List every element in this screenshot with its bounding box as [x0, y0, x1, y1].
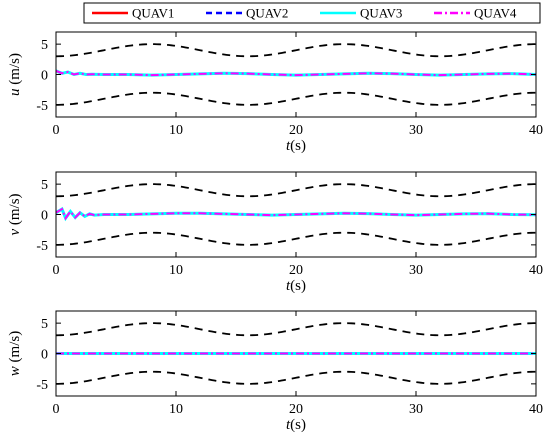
bound-lower-w	[56, 370, 536, 385]
legend-box	[83, 2, 541, 24]
xtick-label: 10	[169, 123, 183, 138]
ytick-label: 5	[41, 317, 48, 332]
xtick-label: 30	[409, 263, 423, 278]
subplot-w: 0 10 20 30 40 -5 0 5 t(s) w (m/s)	[7, 310, 543, 433]
ytick-label: 5	[41, 178, 48, 193]
xtick-label: 40	[529, 402, 543, 417]
xtick-label: 20	[289, 402, 303, 417]
bound-upper-v	[56, 183, 536, 198]
xtick-label: 30	[409, 402, 423, 417]
ylabel-v: v (m/s)	[7, 193, 23, 235]
legend-label-quav2: QUAV2	[246, 6, 288, 21]
xtick-label: 40	[529, 123, 543, 138]
xtick-label: 10	[169, 402, 183, 417]
bound-lower-u	[56, 91, 536, 106]
xtick-label: 40	[529, 263, 543, 278]
xlabel-u: t(s)	[286, 138, 306, 154]
subplot-v: 0 10 20 30 40 -5 0 5 t(s) v (m/s)	[7, 171, 543, 294]
ytick-label: 0	[41, 209, 48, 224]
xtick-label: 0	[53, 263, 60, 278]
subplot-u: 0 10 20 30 40 -5 0 5 t(s) u (m/s)	[7, 31, 543, 154]
ytick-label: -5	[36, 99, 48, 114]
bound-lower-v	[56, 231, 536, 246]
legend-label-quav4: QUAV4	[474, 6, 517, 21]
xtick-label: 0	[53, 123, 60, 138]
series-quav4-v	[56, 207, 536, 221]
legend-label-quav3: QUAV3	[360, 6, 402, 21]
bound-upper-u	[56, 43, 536, 58]
ylabel-w: w (m/s)	[7, 331, 23, 376]
ytick-label: -5	[36, 378, 48, 393]
xlabel-v: t(s)	[286, 278, 306, 294]
xlabel-w: t(s)	[286, 417, 306, 433]
ytick-label: 0	[41, 348, 48, 363]
ytick-label: 0	[41, 69, 48, 84]
ytick-label: -5	[36, 239, 48, 254]
ylabel-u: u (m/s)	[7, 53, 23, 96]
xtick-label: 0	[53, 402, 60, 417]
xtick-label: 30	[409, 123, 423, 138]
legend-label-quav1: QUAV1	[132, 6, 174, 21]
xtick-label: 10	[169, 263, 183, 278]
xtick-label: 20	[289, 123, 303, 138]
legend: QUAV1 QUAV2 QUAV3 QUAV4	[83, 2, 541, 24]
subplots: 0 10 20 30 40 -5 0 5 t(s) u (m/s) 0 10 20 30 40 -5 0 5 t(s…	[7, 31, 543, 433]
ytick-label: 5	[41, 38, 48, 53]
series-quav4-u	[56, 69, 536, 77]
bound-upper-w	[56, 322, 536, 337]
xtick-label: 20	[289, 263, 303, 278]
